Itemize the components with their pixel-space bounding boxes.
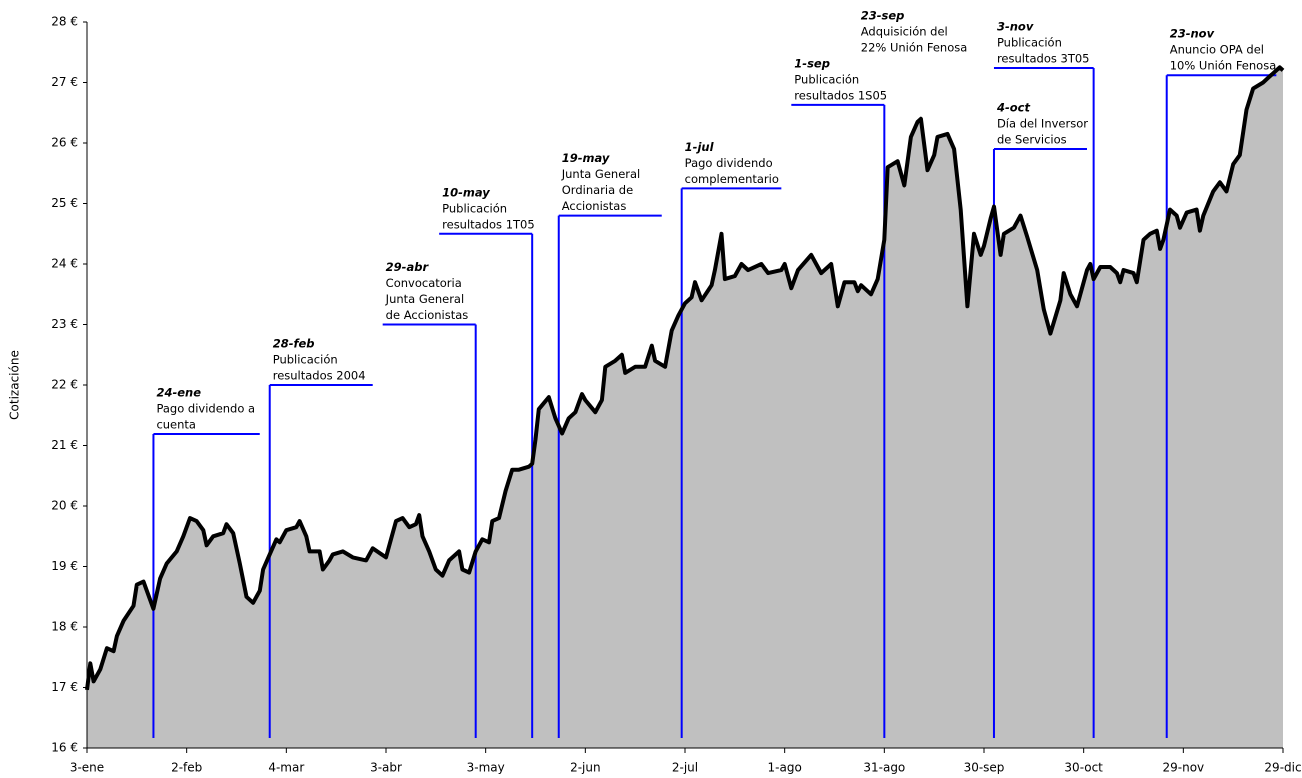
annotation-text: Convocatoria — [386, 276, 462, 290]
annotation-text: Día del Inversor — [997, 117, 1088, 131]
annotation-date: 4-oct — [996, 101, 1030, 115]
x-tick-label: 3-abr — [370, 761, 402, 775]
annotation-date: 1-jul — [685, 140, 715, 154]
annotation-text: Ordinaria de — [562, 183, 633, 197]
annotation-text: de Accionistas — [386, 308, 469, 322]
area — [87, 67, 1283, 748]
y-tick-label: 27 € — [51, 75, 78, 89]
x-tick-label: 4-mar — [268, 761, 304, 775]
y-axis-title: Cotizacióne — [8, 350, 22, 420]
x-tick-label: 2-jul — [672, 761, 698, 775]
annotation-text: Publicación — [794, 72, 859, 86]
x-tick-label: 29-nov — [1163, 761, 1205, 775]
annotation-text: resultados 1S05 — [794, 88, 887, 102]
annotation-text: 22% Unión Fenosa — [861, 41, 968, 55]
annotation-text: resultados 2004 — [273, 369, 366, 383]
annotation-text: Junta General — [561, 167, 641, 181]
annotation-text: Publicación — [442, 201, 507, 215]
y-tick-label: 16 € — [51, 741, 78, 755]
y-tick-label: 21 € — [51, 438, 78, 452]
annotation-text: 10% Unión Fenosa — [1170, 59, 1277, 73]
annotation-text: Pago dividendo — [685, 156, 773, 170]
annotation-date: 29-abr — [386, 260, 430, 274]
annotation-date: 23-sep — [861, 9, 905, 23]
annotation-text: Accionistas — [562, 199, 627, 213]
x-tick-label: 2-jun — [570, 761, 601, 775]
y-tick-label: 17 € — [51, 680, 78, 694]
annotation-text: Junta General — [385, 292, 465, 306]
annotation-date: 24-ene — [156, 386, 201, 400]
y-tick-label: 24 € — [51, 257, 78, 271]
annotation-date: 1-sep — [794, 56, 830, 70]
annotation-text: cuenta — [156, 418, 196, 432]
annotation-text: Anuncio OPA del — [1170, 43, 1264, 57]
y-tick-label: 19 € — [51, 559, 78, 573]
annotation-text: resultados 1T05 — [442, 217, 535, 231]
annotation-date: 3-nov — [997, 19, 1034, 33]
annotation-text: Publicación — [997, 35, 1062, 49]
annotation-text: Pago dividendo a — [156, 402, 255, 416]
x-tick-label: 30-oct — [1064, 761, 1103, 775]
annotation-text: Adquisición del — [861, 25, 948, 39]
annotation-date: 19-may — [562, 151, 610, 165]
x-tick-label: 3-ene — [70, 761, 104, 775]
y-tick-label: 26 € — [51, 136, 78, 150]
annotation-text: resultados 3T05 — [997, 51, 1090, 65]
y-tick-label: 20 € — [51, 499, 78, 513]
y-tick-label: 28 € — [51, 15, 78, 29]
annotation-date: 10-may — [442, 185, 490, 199]
x-tick-label: 29-dic — [1264, 761, 1301, 775]
y-tick-label: 25 € — [51, 196, 78, 210]
y-tick-label: 22 € — [51, 378, 78, 392]
price-line — [85, 65, 1285, 691]
annotation-text: Publicación — [273, 353, 338, 367]
annotation-text: de Servicios — [997, 133, 1067, 147]
y-tick-label: 18 € — [51, 620, 78, 634]
x-tick-label: 2-feb — [171, 761, 202, 775]
x-tick-label: 31-ago — [863, 761, 905, 775]
y-tick-label: 23 € — [51, 317, 78, 331]
x-tick-label: 30-sep — [964, 761, 1005, 775]
x-tick-label: 3-may — [467, 761, 505, 775]
annotation-date: 28-feb — [273, 337, 315, 351]
annotation-text: complementario — [685, 172, 779, 186]
x-tick-label: 1-ago — [768, 761, 802, 775]
annotation-date: 23-nov — [1170, 27, 1215, 41]
